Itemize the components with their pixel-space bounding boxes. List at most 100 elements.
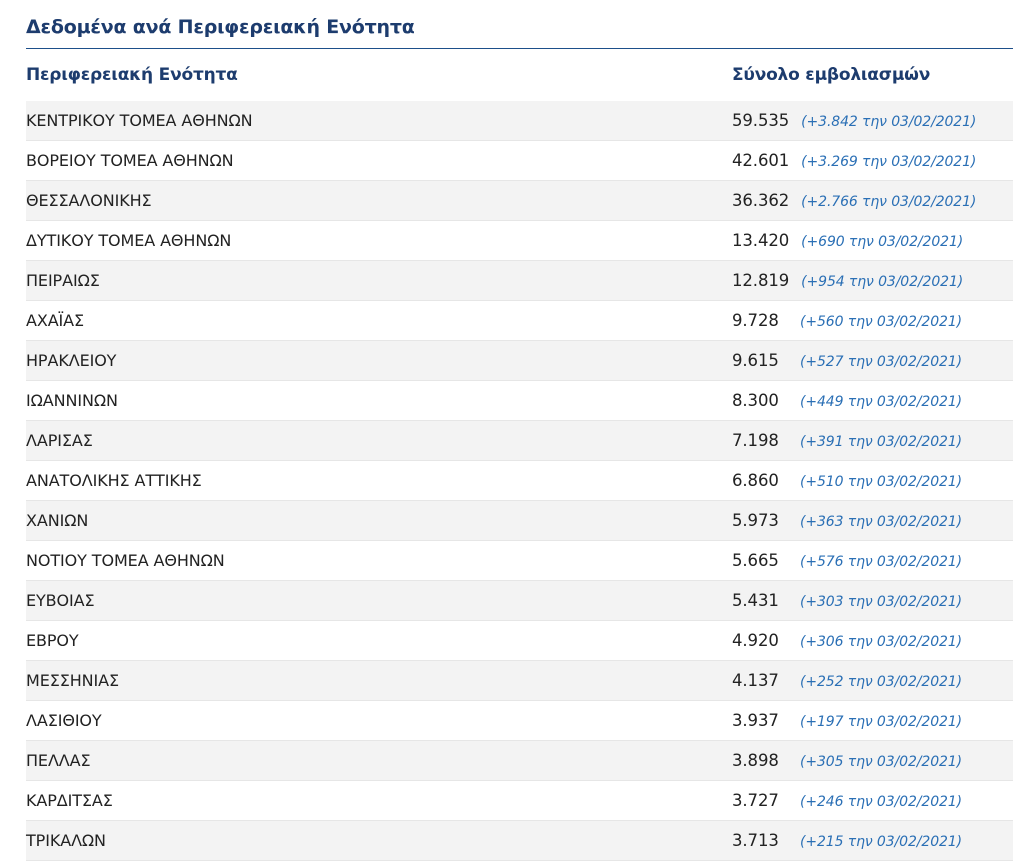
- total-cell: 5.973 (+363 την 03/02/2021): [732, 500, 1013, 541]
- daily-change: (+576 την 03/02/2021): [800, 554, 962, 570]
- total-value: 3.713: [732, 831, 779, 850]
- table-row: ΝΟΤΙΟΥ ΤΟΜΕΑ ΑΘΗΝΩΝ 5.665 (+576 την 03/02/…: [26, 540, 1013, 581]
- table-row: ΑΝΑΤΟΛΙΚΗΣ ΑΤΤΙΚΗΣ 6.860 (+510 την 03/02/2…: [26, 460, 1013, 501]
- region-name-cell: ΔΥΤΙΚΟΥ ΤΟΜΕΑ ΑΘΗΝΩΝ: [26, 220, 732, 261]
- region-name-cell: ΕΒΡΟΥ: [26, 620, 732, 661]
- daily-change: (+363 την 03/02/2021): [800, 514, 962, 530]
- total-cell: 12.819 (+954 την 03/02/2021): [732, 260, 1013, 301]
- total-value: 5.665: [732, 551, 779, 570]
- table-row: ΛΑΣΙΘΙΟΥ 3.937 (+197 την 03/02/2021): [26, 700, 1013, 741]
- table-row: ΘΕΣΣΑΛΟΝΙΚΗΣ 36.362 (+2.766 την 03/02/2021…: [26, 180, 1013, 221]
- total-cell: 3.898 (+305 την 03/02/2021): [732, 740, 1013, 781]
- table-header: Περιφερειακή Ενότητα Σύνολο εμβολιασμών: [26, 49, 1013, 101]
- daily-change: (+215 την 03/02/2021): [800, 834, 962, 850]
- total-cell: 4.137 (+252 την 03/02/2021): [732, 660, 1013, 701]
- total-value: 59.535: [732, 111, 790, 130]
- table-header-row: Περιφερειακή Ενότητα Σύνολο εμβολιασμών: [26, 49, 1013, 101]
- table-row: ΙΩΑΝΝΙΝΩΝ 8.300 (+449 την 03/02/2021): [26, 380, 1013, 421]
- region-name-cell: ΠΕΛΛΑΣ: [26, 740, 732, 781]
- daily-change: (+305 την 03/02/2021): [800, 754, 962, 770]
- daily-change: (+527 την 03/02/2021): [800, 354, 962, 370]
- total-value: 9.615: [732, 351, 779, 370]
- daily-change: (+690 την 03/02/2021): [801, 234, 964, 250]
- table-row: ΑΧΑΪΑΣ 9.728 (+560 την 03/02/2021): [26, 300, 1013, 341]
- region-name-cell: ΚΑΡΔΙΤΣΑΣ: [26, 780, 732, 821]
- daily-change: (+3.842 την 03/02/2021): [801, 114, 977, 130]
- total-cell: 42.601 (+3.269 την 03/02/2021): [732, 140, 1013, 181]
- region-name-cell: ΗΡΑΚΛΕΙΟΥ: [26, 340, 732, 381]
- region-name-cell: ΝΟΤΙΟΥ ΤΟΜΕΑ ΑΘΗΝΩΝ: [26, 540, 732, 581]
- daily-change: (+303 την 03/02/2021): [800, 594, 962, 610]
- region-name-cell: ΠΕΙΡΑΙΩΣ: [26, 260, 732, 301]
- column-header-region: Περιφερειακή Ενότητα: [26, 65, 238, 85]
- total-value: 13.420: [732, 231, 790, 250]
- table-row: ΕΥΒΟΙΑΣ 5.431 (+303 την 03/02/2021): [26, 580, 1013, 621]
- region-name-cell: ΑΝΑΤΟΛΙΚΗΣ ΑΤΤΙΚΗΣ: [26, 460, 732, 501]
- region-name-cell: ΤΡΙΚΑΛΩΝ: [26, 820, 732, 861]
- total-value: 36.362: [732, 191, 790, 210]
- total-cell: 5.665 (+576 την 03/02/2021): [732, 540, 1013, 581]
- table-row: ΠΕΛΛΑΣ 3.898 (+305 την 03/02/2021): [26, 740, 1013, 781]
- table-body: ΚΕΝΤΡΙΚΟΥ ΤΟΜΕΑ ΑΘΗΝΩΝ 59.535 (+3.842 την …: [26, 101, 1013, 861]
- table-row: ΠΕΙΡΑΙΩΣ 12.819 (+954 την 03/02/2021): [26, 260, 1013, 301]
- total-value: 42.601: [732, 151, 790, 170]
- daily-change: (+391 την 03/02/2021): [800, 434, 962, 450]
- daily-change: (+252 την 03/02/2021): [800, 674, 962, 690]
- region-name-cell: ΚΕΝΤΡΙΚΟΥ ΤΟΜΕΑ ΑΘΗΝΩΝ: [26, 101, 732, 141]
- vaccination-table: Περιφερειακή Ενότητα Σύνολο εμβολιασμών …: [26, 49, 1013, 861]
- daily-change: (+510 την 03/02/2021): [800, 474, 962, 490]
- total-cell: 59.535 (+3.842 την 03/02/2021): [732, 101, 1013, 141]
- total-cell: 8.300 (+449 την 03/02/2021): [732, 380, 1013, 421]
- total-value: 3.937: [732, 711, 779, 730]
- daily-change: (+449 την 03/02/2021): [800, 394, 962, 410]
- total-value: 4.137: [732, 671, 779, 690]
- region-name-cell: ΧΑΝΙΩΝ: [26, 500, 732, 541]
- daily-change: (+246 την 03/02/2021): [800, 794, 962, 810]
- daily-change: (+3.269 την 03/02/2021): [801, 154, 977, 170]
- region-name-cell: ΑΧΑΪΑΣ: [26, 300, 732, 341]
- region-name-cell: ΛΑΣΙΘΙΟΥ: [26, 700, 732, 741]
- table-row: ΚΕΝΤΡΙΚΟΥ ΤΟΜΕΑ ΑΘΗΝΩΝ 59.535 (+3.842 την …: [26, 101, 1013, 141]
- table-row: ΚΑΡΔΙΤΣΑΣ 3.727 (+246 την 03/02/2021): [26, 780, 1013, 821]
- table-row: ΧΑΝΙΩΝ 5.973 (+363 την 03/02/2021): [26, 500, 1013, 541]
- table-row: ΤΡΙΚΑΛΩΝ 3.713 (+215 την 03/02/2021): [26, 820, 1013, 861]
- table-row: ΜΕΣΣΗΝΙΑΣ 4.137 (+252 την 03/02/2021): [26, 660, 1013, 701]
- table-row: ΒΟΡΕΙΟΥ ΤΟΜΕΑ ΑΘΗΝΩΝ 42.601 (+3.269 την 03…: [26, 140, 1013, 181]
- total-cell: 13.420 (+690 την 03/02/2021): [732, 220, 1013, 261]
- daily-change: (+2.766 την 03/02/2021): [801, 194, 977, 210]
- table-row: ΕΒΡΟΥ 4.920 (+306 την 03/02/2021): [26, 620, 1013, 661]
- total-value: 5.431: [732, 591, 779, 610]
- region-name-cell: ΙΩΑΝΝΙΝΩΝ: [26, 380, 732, 421]
- total-cell: 6.860 (+510 την 03/02/2021): [732, 460, 1013, 501]
- daily-change: (+560 την 03/02/2021): [800, 314, 962, 330]
- region-name-cell: ΜΕΣΣΗΝΙΑΣ: [26, 660, 732, 701]
- region-name-cell: ΒΟΡΕΙΟΥ ΤΟΜΕΑ ΑΘΗΝΩΝ: [26, 140, 732, 181]
- total-cell: 3.713 (+215 την 03/02/2021): [732, 820, 1013, 861]
- total-value: 6.860: [732, 471, 779, 490]
- column-header-total: Σύνολο εμβολιασμών: [732, 65, 931, 85]
- total-cell: 7.198 (+391 την 03/02/2021): [732, 420, 1013, 461]
- total-cell: 36.362 (+2.766 την 03/02/2021): [732, 180, 1013, 221]
- total-value: 12.819: [732, 271, 790, 290]
- daily-change: (+306 την 03/02/2021): [800, 634, 962, 650]
- regional-data-panel: Δεδομένα ανά Περιφερειακή Ενότητα Περιφε…: [26, 0, 1013, 861]
- total-value: 5.973: [732, 511, 779, 530]
- table-row: ΗΡΑΚΛΕΙΟΥ 9.615 (+527 την 03/02/2021): [26, 340, 1013, 381]
- total-value: 7.198: [732, 431, 779, 450]
- region-name-cell: ΛΑΡΙΣΑΣ: [26, 420, 732, 461]
- section-title: Δεδομένα ανά Περιφερειακή Ενότητα: [26, 0, 1013, 49]
- total-value: 9.728: [732, 311, 779, 330]
- region-name-cell: ΘΕΣΣΑΛΟΝΙΚΗΣ: [26, 180, 732, 221]
- total-cell: 3.727 (+246 την 03/02/2021): [732, 780, 1013, 821]
- total-value: 3.727: [732, 791, 779, 810]
- total-cell: 4.920 (+306 την 03/02/2021): [732, 620, 1013, 661]
- daily-change: (+954 την 03/02/2021): [801, 274, 964, 290]
- total-cell: 9.728 (+560 την 03/02/2021): [732, 300, 1013, 341]
- table-row: ΔΥΤΙΚΟΥ ΤΟΜΕΑ ΑΘΗΝΩΝ 13.420 (+690 την 03/0…: [26, 220, 1013, 261]
- total-value: 8.300: [732, 391, 779, 410]
- total-cell: 3.937 (+197 την 03/02/2021): [732, 700, 1013, 741]
- total-value: 3.898: [732, 751, 779, 770]
- table-row: ΛΑΡΙΣΑΣ 7.198 (+391 την 03/02/2021): [26, 420, 1013, 461]
- region-name-cell: ΕΥΒΟΙΑΣ: [26, 580, 732, 621]
- total-cell: 9.615 (+527 την 03/02/2021): [732, 340, 1013, 381]
